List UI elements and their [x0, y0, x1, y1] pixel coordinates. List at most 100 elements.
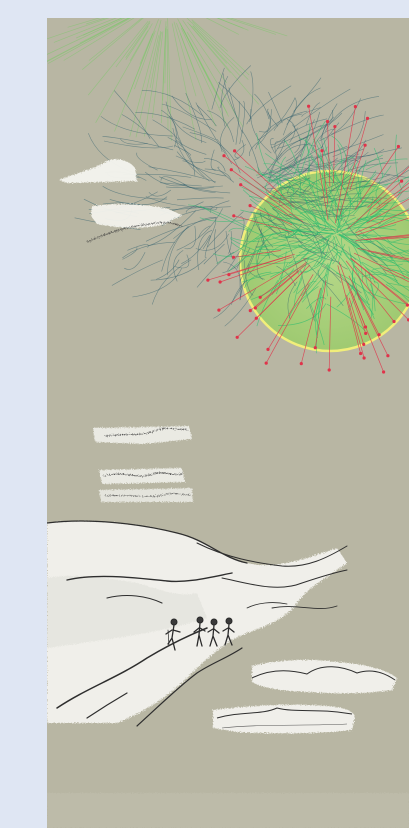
scribble-stroke [377, 208, 409, 228]
stroke [87, 20, 149, 96]
ray-dot [258, 295, 262, 299]
scribble-stroke [331, 135, 350, 173]
scribble-stroke [319, 134, 384, 156]
scribble-stroke [184, 225, 196, 250]
ray-dot [229, 168, 233, 172]
ray-dot [217, 308, 221, 312]
scribble-stroke [326, 256, 333, 297]
scribble-stroke [374, 214, 409, 219]
stroke [129, 30, 149, 62]
ray-dot [396, 144, 400, 149]
scribble-stroke [376, 240, 406, 279]
scribble-stroke [377, 238, 409, 246]
stroke [353, 252, 409, 279]
scribble-stroke [161, 226, 190, 272]
ray-dot [239, 183, 243, 187]
scribble-stroke [228, 87, 244, 134]
stroke [255, 271, 299, 309]
scribble-stroke [311, 128, 336, 153]
scribble-stroke [166, 185, 223, 189]
scribble-stroke [172, 127, 205, 178]
stroke [321, 150, 329, 205]
scribble-stroke [275, 118, 328, 152]
scribble-stroke [230, 233, 287, 242]
scribble-stroke [223, 261, 242, 298]
stroke [367, 250, 409, 261]
scribble-stroke [372, 281, 379, 299]
scribble-stroke [361, 261, 409, 292]
stroke [186, 18, 249, 80]
scribble-stroke [320, 103, 338, 140]
scribble-stroke [354, 165, 362, 200]
scribble-stroke [167, 137, 196, 176]
scribble-stroke [113, 90, 151, 139]
scribble-stroke [279, 145, 348, 170]
scribble-stroke [298, 137, 328, 174]
scribble-stroke [103, 140, 174, 149]
scribble-stroke [267, 214, 285, 226]
scribble-stroke [305, 102, 321, 126]
ray-dot [227, 273, 231, 277]
scribble-stroke [100, 116, 174, 137]
scribble-stroke [373, 208, 409, 212]
scribble-stroke [298, 112, 343, 142]
scribble-stroke [342, 233, 393, 255]
scribble-stroke [132, 268, 182, 298]
scribble-stroke [175, 155, 206, 163]
scribble-stroke [345, 165, 409, 190]
scribble-stroke [373, 190, 409, 204]
chalk-cliff [47, 520, 348, 727]
scribble-stroke [145, 217, 218, 242]
stroke [179, 33, 196, 73]
scribble-stroke [371, 271, 409, 280]
stroke [225, 18, 277, 35]
scribble-stroke [148, 189, 172, 197]
ray-dot [405, 303, 409, 307]
scribble-stroke [151, 259, 192, 305]
scribble-stroke [156, 259, 180, 280]
stroke [48, 18, 132, 64]
stroke [231, 169, 304, 223]
stroke [82, 18, 123, 36]
scribble-stroke [195, 233, 230, 251]
scribble-stroke [337, 217, 357, 229]
scribble-stroke [173, 250, 184, 282]
scribble-stroke [325, 171, 337, 212]
scribble-stroke [257, 166, 281, 181]
scribble-stroke [256, 280, 279, 327]
scribble-stroke [211, 67, 225, 110]
scribble-stroke [243, 260, 254, 296]
ray-dot [333, 125, 337, 129]
scribble-stroke [356, 176, 409, 188]
scribble-stroke [326, 162, 352, 200]
scribble-stroke [356, 160, 367, 208]
scribble-stroke [350, 255, 374, 280]
scribble-stroke [323, 151, 369, 177]
scribble-stroke [136, 152, 158, 171]
stroke [357, 247, 409, 260]
scribble-stroke [294, 236, 336, 265]
scribble-stroke [199, 215, 266, 222]
scribble-stroke [370, 224, 397, 228]
stroke [234, 150, 295, 208]
scribble-stroke [196, 105, 217, 127]
stroke [354, 265, 409, 321]
ray-dot [327, 368, 331, 372]
scribble-stroke [269, 137, 276, 154]
scribble-stroke [176, 197, 224, 201]
stroke [259, 261, 307, 298]
scribble-stroke [284, 177, 294, 196]
stroke [180, 27, 229, 129]
ray-dot [233, 149, 237, 153]
ink-line [86, 221, 183, 243]
scribble-stroke [313, 138, 326, 192]
stroke [376, 182, 409, 209]
scribble-stroke [311, 209, 331, 216]
scribble-stroke [335, 173, 377, 222]
scribble-stroke [292, 124, 301, 154]
scribble-stroke [287, 281, 298, 319]
stroke [351, 258, 409, 306]
figure [193, 616, 206, 647]
stroke [53, 18, 117, 43]
scribble-stroke [328, 163, 355, 220]
